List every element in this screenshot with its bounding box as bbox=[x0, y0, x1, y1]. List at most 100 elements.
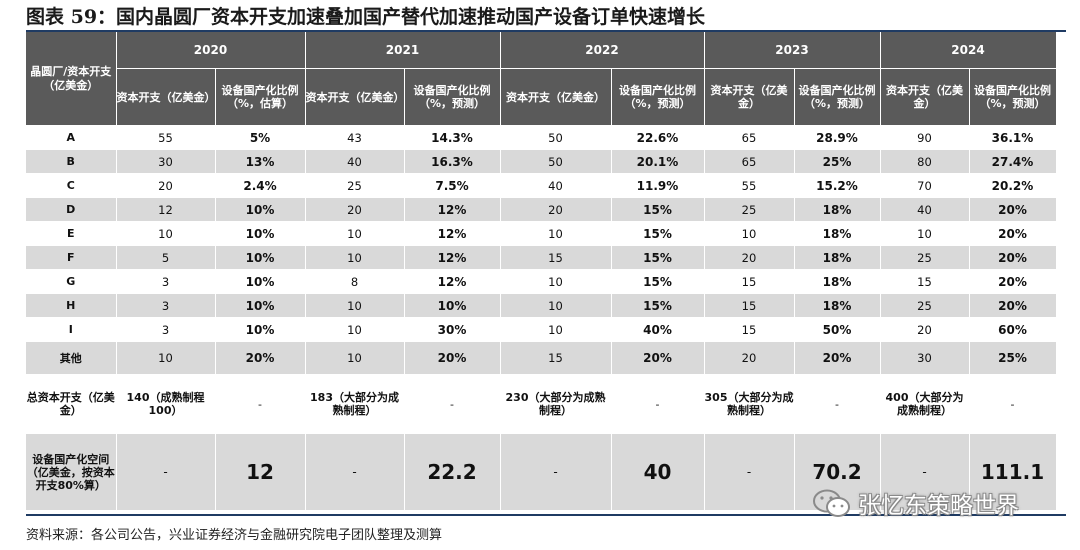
capex-cell: 10 bbox=[305, 341, 405, 375]
table-row: 其他 10 20% 10 20% 15 20% 20 20% 30 25% bbox=[26, 341, 1057, 375]
localization-cell: 2.4% bbox=[215, 173, 306, 198]
capex-cell: 25 bbox=[880, 245, 970, 270]
year-header: 2021 bbox=[305, 32, 501, 69]
localization-cell: 50% bbox=[794, 317, 881, 342]
total-capex-row: 总资本开支（亿美金） 140（成熟制程100） -183（大部分为成熟制程） -230… bbox=[26, 374, 1057, 434]
total-capex-cell: 140（成熟制程100） bbox=[116, 374, 216, 434]
capex-subheader: 资本开支（亿美金） bbox=[305, 68, 405, 126]
localization-space-value: 12 bbox=[215, 433, 306, 511]
localization-cell: 15.2% bbox=[794, 173, 881, 198]
total-dash-cell: - bbox=[404, 374, 501, 434]
capex-subheader: 资本开支（亿美金） bbox=[500, 68, 612, 126]
source-note: 资料来源：各公司公告，兴业证券经济与金融研究院电子团队整理及测算 bbox=[26, 528, 443, 543]
table-row: I 3 10% 10 30% 10 40% 15 50% 20 60% bbox=[26, 317, 1057, 342]
capex-cell: 10 bbox=[500, 293, 612, 318]
capex-cell: 30 bbox=[116, 149, 216, 174]
total-capex-cell: 183（大部分为成熟制程） bbox=[305, 374, 405, 434]
total-capex-cell: 400（大部分为成熟制程） bbox=[880, 374, 970, 434]
capex-cell: 15 bbox=[500, 245, 612, 270]
localization-subheader: 设备国产化比例（%，预测） bbox=[794, 68, 881, 126]
capex-cell: 30 bbox=[880, 341, 970, 375]
capex-cell: 10 bbox=[704, 221, 795, 246]
capex-cell: 15 bbox=[704, 293, 795, 318]
capex-subheader: 资本开支（亿美金） bbox=[880, 68, 970, 126]
capex-cell: 10 bbox=[500, 317, 612, 342]
capex-cell: 20 bbox=[500, 197, 612, 222]
localization-cell: 20% bbox=[794, 341, 881, 375]
figure-title: 图表 59：国内晶圆厂资本开支加速叠加国产替代加速推动国产设备订单快速增长 bbox=[26, 6, 706, 28]
space-dash-cell: - bbox=[704, 433, 795, 511]
row-label: E bbox=[26, 221, 117, 246]
row-label: H bbox=[26, 293, 117, 318]
row-label: C bbox=[26, 173, 117, 198]
localization-cell: 13% bbox=[215, 149, 306, 174]
capex-cell: 20 bbox=[704, 245, 795, 270]
localization-cell: 20% bbox=[215, 341, 306, 375]
capex-cell: 5 bbox=[116, 245, 216, 270]
total-capex-cell: 305（大部分为成熟制程） bbox=[704, 374, 795, 434]
table-row: H 3 10% 10 10% 10 15% 15 18% 25 20% bbox=[26, 293, 1057, 318]
row-label: F bbox=[26, 245, 117, 270]
table-row: E 10 10% 10 12% 10 15% 10 18% 10 20% bbox=[26, 221, 1057, 246]
total-capex-cell: 230（大部分为成熟制程） bbox=[500, 374, 612, 434]
localization-space-value: 70.2 bbox=[794, 433, 881, 511]
capex-cell: 10 bbox=[305, 317, 405, 342]
row-label: D bbox=[26, 197, 117, 222]
localization-cell: 20% bbox=[969, 269, 1057, 294]
localization-cell: 12% bbox=[404, 197, 501, 222]
localization-space-value: 22.2 bbox=[404, 433, 501, 511]
localization-cell: 10% bbox=[215, 221, 306, 246]
space-dash-cell: - bbox=[116, 433, 216, 511]
localization-cell: 12% bbox=[404, 221, 501, 246]
localization-cell: 12% bbox=[404, 245, 501, 270]
localization-space-value: 111.1 bbox=[969, 433, 1057, 511]
space-dash-cell: - bbox=[500, 433, 612, 511]
localization-cell: 10% bbox=[215, 293, 306, 318]
title-rule-top bbox=[26, 30, 1066, 32]
sub-header-row: 资本开支（亿美金） 设备国产化比例（%，估算） 资本开支（亿美金） 设备国产化比例（%… bbox=[26, 68, 1057, 126]
localization-cell: 20% bbox=[969, 221, 1057, 246]
total-dash-cell: - bbox=[611, 374, 705, 434]
capex-cell: 25 bbox=[880, 293, 970, 318]
year-header: 2020 bbox=[116, 32, 306, 69]
table-row: F 5 10% 10 12% 15 15% 20 18% 25 20% bbox=[26, 245, 1057, 270]
capex-cell: 55 bbox=[704, 173, 795, 198]
space-dash-cell: - bbox=[880, 433, 970, 511]
capex-cell: 10 bbox=[500, 269, 612, 294]
space-dash-cell: - bbox=[305, 433, 405, 511]
localization-cell: 10% bbox=[215, 197, 306, 222]
localization-cell: 25% bbox=[794, 149, 881, 174]
localization-cell: 12% bbox=[404, 269, 501, 294]
localization-cell: 18% bbox=[794, 197, 881, 222]
localization-cell: 20% bbox=[404, 341, 501, 375]
capex-cell: 50 bbox=[500, 149, 612, 174]
corner-header: 晶圆厂/资本开支（亿美金） bbox=[26, 32, 117, 126]
capex-cell: 25 bbox=[305, 173, 405, 198]
capex-cell: 80 bbox=[880, 149, 970, 174]
row-label: G bbox=[26, 269, 117, 294]
localization-cell: 20.2% bbox=[969, 173, 1057, 198]
row-label: 总资本开支（亿美金） bbox=[26, 374, 117, 434]
capex-cell: 15 bbox=[704, 269, 795, 294]
row-label: A bbox=[26, 125, 117, 150]
localization-cell: 15% bbox=[611, 221, 705, 246]
localization-cell: 20.1% bbox=[611, 149, 705, 174]
localization-cell: 15% bbox=[611, 197, 705, 222]
capex-cell: 50 bbox=[500, 125, 612, 150]
year-header: 2022 bbox=[500, 32, 705, 69]
capex-cell: 20 bbox=[704, 341, 795, 375]
capex-cell: 20 bbox=[880, 317, 970, 342]
localization-cell: 28.9% bbox=[794, 125, 881, 150]
localization-cell: 7.5% bbox=[404, 173, 501, 198]
capex-cell: 10 bbox=[880, 221, 970, 246]
localization-cell: 40% bbox=[611, 317, 705, 342]
row-label: 设备国产化空间（亿美金，按资本开支80%算） bbox=[26, 433, 117, 511]
total-dash-cell: - bbox=[215, 374, 306, 434]
capex-cell: 15 bbox=[880, 269, 970, 294]
localization-cell: 15% bbox=[611, 245, 705, 270]
localization-cell: 18% bbox=[794, 221, 881, 246]
localization-cell: 20% bbox=[969, 245, 1057, 270]
capex-cell: 65 bbox=[704, 125, 795, 150]
watermark-text: 张忆东策略世界 bbox=[858, 493, 1019, 519]
localization-cell: 18% bbox=[794, 293, 881, 318]
